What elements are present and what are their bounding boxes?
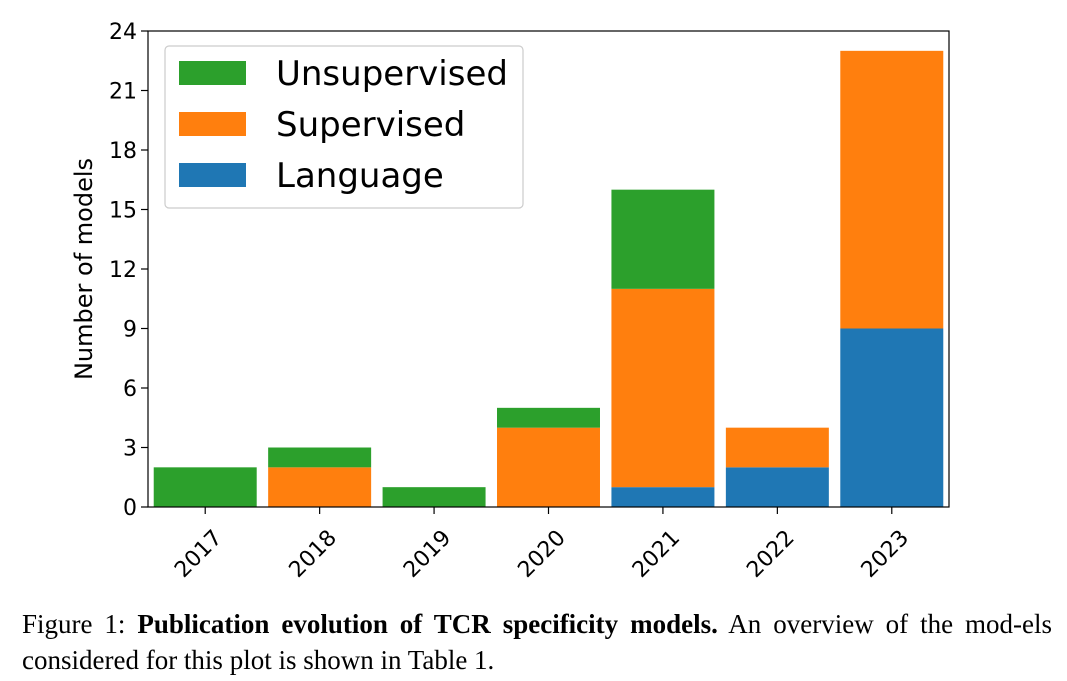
y-tick-label-12: 12 — [109, 258, 137, 283]
x-tick-label-2018: 2018 — [285, 526, 342, 583]
y-tick-label-24: 24 — [109, 20, 137, 45]
y-tick-label-18: 18 — [109, 139, 137, 164]
caption-title: Publication evolution of TCR specificity… — [137, 609, 718, 639]
x-tick-label-2023: 2023 — [857, 526, 914, 583]
x-tick-label-2022: 2022 — [742, 526, 799, 583]
bar-supervised-2020 — [497, 427, 600, 507]
x-tick-label-2017: 2017 — [170, 526, 227, 583]
y-tick-label-21: 21 — [109, 80, 137, 105]
x-tick-label-2019: 2019 — [399, 526, 456, 583]
legend-label-language: Language — [276, 156, 444, 196]
bar-language-2021 — [611, 487, 715, 507]
bar-supervised-2018 — [268, 467, 372, 507]
x-tick-label-2021: 2021 — [628, 526, 685, 583]
bar-supervised-2022 — [725, 427, 829, 468]
legend-swatch-unsupervised — [179, 61, 246, 85]
stacked-bar-chart: 0 3 6 9 12 15 18 21 24 2017 2018 2019 2020 2021 2022 20… — [70, 20, 950, 583]
y-axis-label: Number of models — [70, 158, 98, 380]
y-tick-label-3: 3 — [123, 437, 137, 462]
bar-unsupervised-2018 — [268, 447, 372, 468]
y-tick-label-15: 15 — [109, 199, 137, 224]
bar-unsupervised-2019 — [382, 487, 486, 507]
y-tick-label-0: 0 — [123, 496, 137, 521]
bar-unsupervised-2021 — [611, 189, 715, 289]
bar-unsupervised-2017 — [153, 467, 257, 507]
bar-language-2022 — [725, 467, 829, 507]
caption-text: An overview of the mod-els considered fo… — [22, 609, 1052, 675]
figure-caption: Figure 1: Publication evolution of TCR s… — [22, 606, 1052, 678]
x-tick-label-2020: 2020 — [513, 526, 570, 583]
legend-swatch-language — [179, 163, 246, 187]
y-tick-label-9: 9 — [123, 318, 137, 343]
bar-language-2023 — [840, 328, 944, 507]
bar-supervised-2023 — [840, 50, 944, 329]
legend-label-supervised: Supervised — [276, 105, 465, 145]
caption-prefix: Figure 1: — [22, 609, 138, 639]
bar-unsupervised-2020 — [497, 407, 600, 428]
bar-supervised-2021 — [611, 288, 715, 488]
y-tick-label-6: 6 — [123, 377, 137, 402]
legend-box — [164, 45, 524, 209]
legend-label-unsupervised: Unsupervised — [276, 54, 508, 94]
legend-swatch-supervised — [179, 112, 246, 136]
